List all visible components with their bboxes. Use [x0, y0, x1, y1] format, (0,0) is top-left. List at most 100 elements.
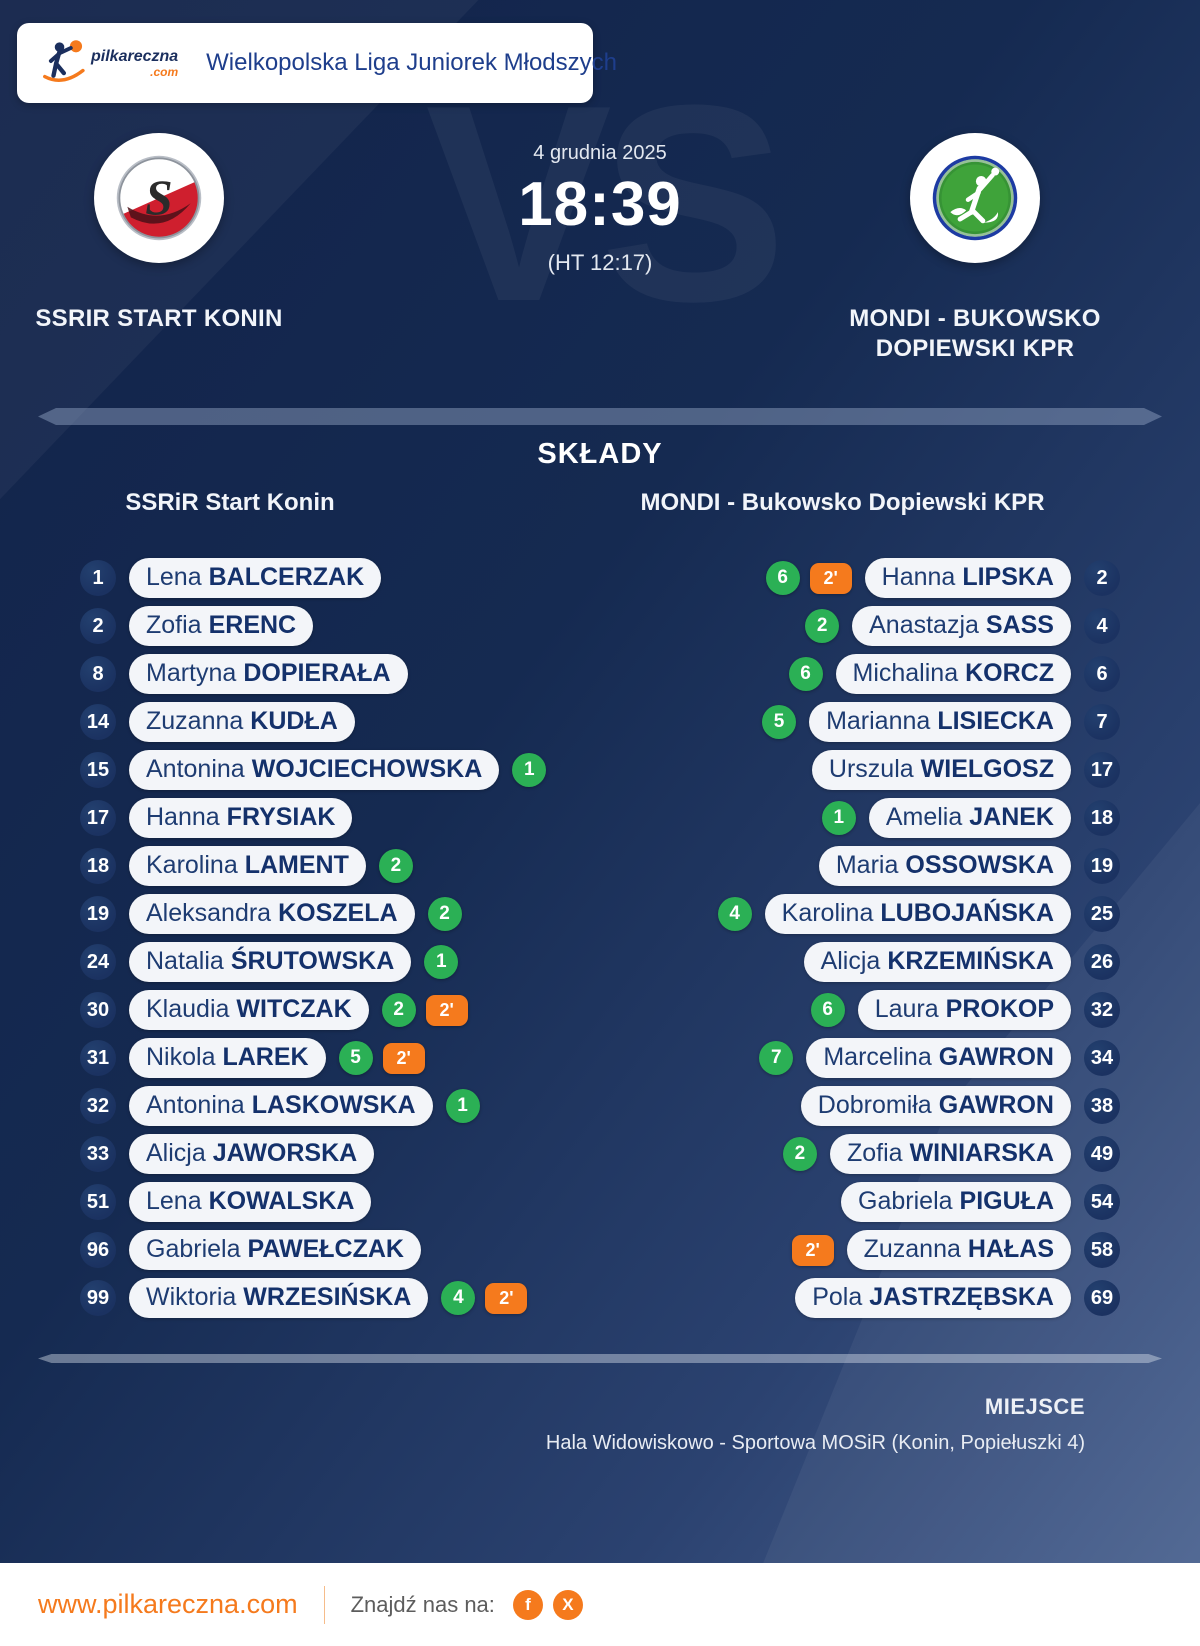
- player-name-pill: Martyna DOPIERAŁA: [129, 654, 408, 694]
- player-number: 58: [1084, 1232, 1120, 1268]
- svg-text:S: S: [145, 170, 172, 225]
- player-row: 54 Gabriela PIGUŁA: [600, 1178, 1120, 1226]
- player-last-name: PROKOP: [945, 995, 1054, 1023]
- player-row: 18 Amelia JANEK 1: [600, 794, 1120, 842]
- player-number: 51: [80, 1184, 116, 1220]
- player-last-name: WRZESIŃSKA: [243, 1283, 412, 1311]
- player-first-name: Zuzanna: [863, 1235, 961, 1263]
- player-first-name: Alicja: [820, 947, 881, 975]
- player-badges: 2: [782, 1137, 817, 1171]
- player-first-name: Antonina: [146, 755, 245, 783]
- venue-label: MIEJSCE: [984, 1394, 1085, 1419]
- player-name-pill: Zuzanna KUDŁA: [129, 702, 355, 742]
- player-badges: 2 2': [381, 993, 468, 1027]
- player-number: 33: [80, 1136, 116, 1172]
- player-row: 17 Urszula WIELGOSZ: [600, 746, 1120, 794]
- player-number: 34: [1084, 1040, 1120, 1076]
- player-row: 31 Nikola LAREK 5 2': [80, 1034, 600, 1082]
- player-row: 2 Zofia ERENC: [80, 602, 600, 650]
- player-badges: 4 2': [441, 1281, 528, 1315]
- player-name-pill: Maria OSSOWSKA: [818, 846, 1071, 886]
- goals-badge: 4: [717, 897, 752, 931]
- player-badges: 2: [378, 849, 413, 883]
- brand-name: pilkareczna: [91, 47, 179, 65]
- player-name-pill: Zofia ERENC: [129, 606, 314, 646]
- player-badges: 6: [788, 657, 823, 691]
- home-lineup-header: SSRiR Start Konin: [125, 489, 335, 516]
- player-number: 14: [80, 704, 116, 740]
- player-badges: 6 2': [765, 561, 852, 595]
- goals-badge: 1: [512, 753, 547, 787]
- player-last-name: ERENC: [208, 611, 297, 639]
- player-last-name: SASS: [985, 611, 1054, 639]
- player-number: 32: [80, 1088, 116, 1124]
- player-first-name: Martyna: [146, 659, 237, 687]
- away-team-name-line2: DOPIEWSKI KPR: [875, 335, 1075, 362]
- player-row: 32 Antonina LASKOWSKA 1: [80, 1082, 600, 1130]
- player-last-name: WIELGOSZ: [920, 755, 1054, 783]
- league-header-card: pilkareczna .com Wielkopolska Liga Junio…: [17, 23, 617, 103]
- away-team-block: MONDI - BUKOWSKO DOPIEWSKI KPR: [822, 133, 1128, 364]
- player-name-pill: Zuzanna HAŁAS: [846, 1230, 1071, 1270]
- player-last-name: JANEK: [969, 803, 1054, 831]
- player-first-name: Urszula: [828, 755, 914, 783]
- player-last-name: HAŁAS: [967, 1235, 1054, 1263]
- away-lineup-header: MONDI - Bukowsko Dopiewski KPR: [640, 489, 1045, 516]
- handball-player-icon: [37, 36, 89, 91]
- dopiewski-kpr-crest-icon: [932, 155, 1018, 241]
- two-minute-badge: 2': [809, 562, 852, 594]
- player-badges: 2': [791, 1234, 834, 1266]
- player-row: 7 Marianna LISIECKA 5: [600, 698, 1120, 746]
- player-name-pill: Lena KOWALSKA: [129, 1182, 372, 1222]
- player-name-pill: Aleksandra KOSZELA: [129, 894, 415, 934]
- player-name-pill: Pola JASTRZĘBSKA: [795, 1278, 1071, 1318]
- away-team-logo: [910, 133, 1040, 263]
- player-number: 17: [80, 800, 116, 836]
- player-last-name: LUBOJAŃSKA: [880, 899, 1054, 927]
- player-number: 25: [1084, 896, 1120, 932]
- away-player-list: 2 Hanna LIPSKA 6 2' 4 Anastazja SASS 2 6 Mi…: [600, 554, 1120, 1322]
- player-badges: 2: [427, 897, 462, 931]
- goals-badge: 1: [424, 945, 459, 979]
- player-name-pill: Alicja JAWORSKA: [129, 1134, 375, 1174]
- player-badges: 1: [512, 753, 547, 787]
- player-name-pill: Karolina LUBOJAŃSKA: [764, 894, 1071, 934]
- player-number: 7: [1084, 704, 1120, 740]
- player-first-name: Lena: [146, 563, 202, 591]
- player-name-pill: Michalina KORCZ: [835, 654, 1071, 694]
- goals-badge: 2: [381, 993, 416, 1027]
- player-badges: 5 2': [338, 1041, 425, 1075]
- facebook-icon[interactable]: f: [512, 1589, 543, 1620]
- player-first-name: Klaudia: [146, 995, 230, 1023]
- player-first-name: Antonina: [146, 1091, 245, 1119]
- player-first-name: Zofia: [846, 1139, 903, 1167]
- x-twitter-icon[interactable]: X: [552, 1589, 583, 1620]
- league-title: Wielkopolska Liga Juniorek Młodszych: [206, 49, 618, 76]
- player-row: 49 Zofia WINIARSKA 2: [600, 1130, 1120, 1178]
- player-name-pill: Lena BALCERZAK: [129, 558, 382, 598]
- section-divider-top: [38, 408, 1162, 425]
- home-team-logo: S: [94, 133, 224, 263]
- player-row: 32 Laura PROKOP 6: [600, 986, 1120, 1034]
- player-last-name: KUDŁA: [250, 707, 338, 735]
- player-name-pill: Antonina WOJCIECHOWSKA: [129, 750, 500, 790]
- player-last-name: LAREK: [222, 1043, 309, 1071]
- website-link[interactable]: www.pilkareczna.com: [38, 1589, 298, 1619]
- player-row: 58 Zuzanna HAŁAS 2': [600, 1226, 1120, 1274]
- player-first-name: Hanna: [146, 803, 220, 831]
- two-minute-badge: 2': [791, 1234, 834, 1266]
- player-name-pill: Urszula WIELGOSZ: [811, 750, 1071, 790]
- player-first-name: Karolina: [781, 899, 874, 927]
- venue-block: MIEJSCE Hala Widowiskowo - Sportowa MOSi…: [546, 1394, 1085, 1455]
- goals-badge: 2: [782, 1137, 817, 1171]
- two-minute-badge: 2': [485, 1282, 528, 1314]
- goals-badge: 2: [805, 609, 840, 643]
- player-name-pill: Antonina LASKOWSKA: [129, 1086, 433, 1126]
- goals-badge: 5: [338, 1041, 373, 1075]
- player-last-name: JAWORSKA: [212, 1139, 358, 1167]
- player-row: 8 Martyna DOPIERAŁA: [80, 650, 600, 698]
- player-number: 30: [80, 992, 116, 1028]
- player-number: 19: [1084, 848, 1120, 884]
- goals-badge: 5: [762, 705, 797, 739]
- player-first-name: Zuzanna: [146, 707, 244, 735]
